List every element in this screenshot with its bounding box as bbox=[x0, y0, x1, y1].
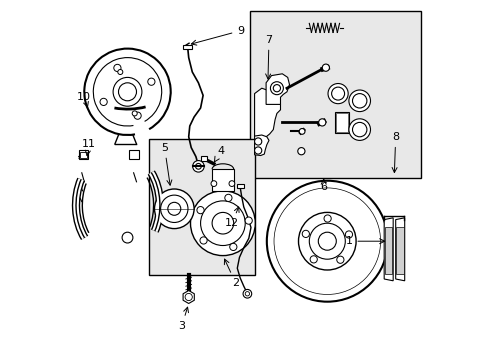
Circle shape bbox=[228, 181, 234, 186]
Circle shape bbox=[299, 129, 305, 134]
Circle shape bbox=[154, 189, 194, 229]
Circle shape bbox=[134, 112, 141, 119]
Circle shape bbox=[244, 292, 249, 296]
Circle shape bbox=[212, 212, 233, 234]
Bar bbox=[384, 227, 391, 274]
Text: 4: 4 bbox=[214, 146, 224, 162]
Circle shape bbox=[195, 163, 201, 169]
Circle shape bbox=[132, 111, 137, 116]
Text: 8: 8 bbox=[391, 132, 398, 172]
Polygon shape bbox=[254, 88, 280, 138]
Circle shape bbox=[327, 84, 347, 104]
Text: 11: 11 bbox=[82, 139, 96, 156]
Bar bbox=[237, 184, 244, 188]
Circle shape bbox=[122, 232, 133, 243]
Circle shape bbox=[254, 147, 261, 154]
Polygon shape bbox=[384, 218, 392, 281]
Circle shape bbox=[318, 119, 325, 126]
Circle shape bbox=[243, 289, 251, 298]
Circle shape bbox=[273, 85, 280, 92]
Text: 10: 10 bbox=[77, 92, 91, 108]
Text: 1: 1 bbox=[345, 236, 384, 246]
Text: 6: 6 bbox=[320, 179, 326, 192]
Circle shape bbox=[322, 64, 329, 71]
Bar bbox=[183, 45, 192, 49]
Circle shape bbox=[197, 207, 203, 214]
Circle shape bbox=[200, 201, 244, 246]
Circle shape bbox=[297, 148, 305, 155]
Circle shape bbox=[224, 194, 231, 202]
Circle shape bbox=[190, 191, 255, 256]
Circle shape bbox=[114, 64, 121, 72]
Circle shape bbox=[147, 78, 155, 85]
Bar bbox=[149, 139, 255, 275]
Bar bbox=[79, 150, 88, 159]
Bar bbox=[212, 169, 233, 191]
Circle shape bbox=[167, 202, 181, 215]
Bar bbox=[200, 156, 206, 161]
Circle shape bbox=[309, 256, 317, 263]
Text: 9: 9 bbox=[191, 26, 244, 45]
Circle shape bbox=[192, 161, 204, 172]
Circle shape bbox=[266, 181, 387, 302]
Circle shape bbox=[244, 217, 252, 224]
Circle shape bbox=[200, 237, 207, 244]
Circle shape bbox=[324, 215, 330, 222]
Bar bbox=[80, 152, 87, 158]
Circle shape bbox=[254, 138, 261, 145]
Polygon shape bbox=[395, 218, 404, 281]
Text: 7: 7 bbox=[265, 35, 272, 79]
Circle shape bbox=[100, 98, 107, 105]
Circle shape bbox=[302, 230, 309, 238]
Polygon shape bbox=[254, 135, 268, 156]
Circle shape bbox=[331, 87, 344, 100]
Circle shape bbox=[318, 232, 336, 250]
Circle shape bbox=[270, 82, 283, 95]
Polygon shape bbox=[265, 74, 289, 104]
Circle shape bbox=[118, 69, 122, 75]
Circle shape bbox=[309, 223, 345, 259]
Text: 2: 2 bbox=[224, 259, 239, 288]
Bar bbox=[249, 11, 420, 178]
Text: 3: 3 bbox=[178, 307, 188, 331]
Circle shape bbox=[336, 256, 343, 263]
Circle shape bbox=[113, 77, 142, 106]
Bar bbox=[396, 227, 403, 274]
Circle shape bbox=[348, 119, 370, 140]
Bar bbox=[335, 113, 347, 132]
Text: 5: 5 bbox=[161, 143, 171, 185]
Circle shape bbox=[118, 83, 136, 101]
Circle shape bbox=[273, 188, 380, 294]
Circle shape bbox=[352, 122, 366, 137]
Circle shape bbox=[185, 293, 192, 301]
Circle shape bbox=[229, 243, 237, 251]
Polygon shape bbox=[183, 291, 194, 303]
Circle shape bbox=[211, 181, 216, 186]
Text: 12: 12 bbox=[224, 207, 239, 228]
Circle shape bbox=[160, 195, 187, 222]
Circle shape bbox=[298, 212, 355, 270]
Circle shape bbox=[352, 94, 366, 108]
Circle shape bbox=[348, 90, 370, 112]
Circle shape bbox=[345, 231, 352, 238]
Bar bbox=[334, 112, 348, 133]
Bar bbox=[129, 150, 139, 159]
